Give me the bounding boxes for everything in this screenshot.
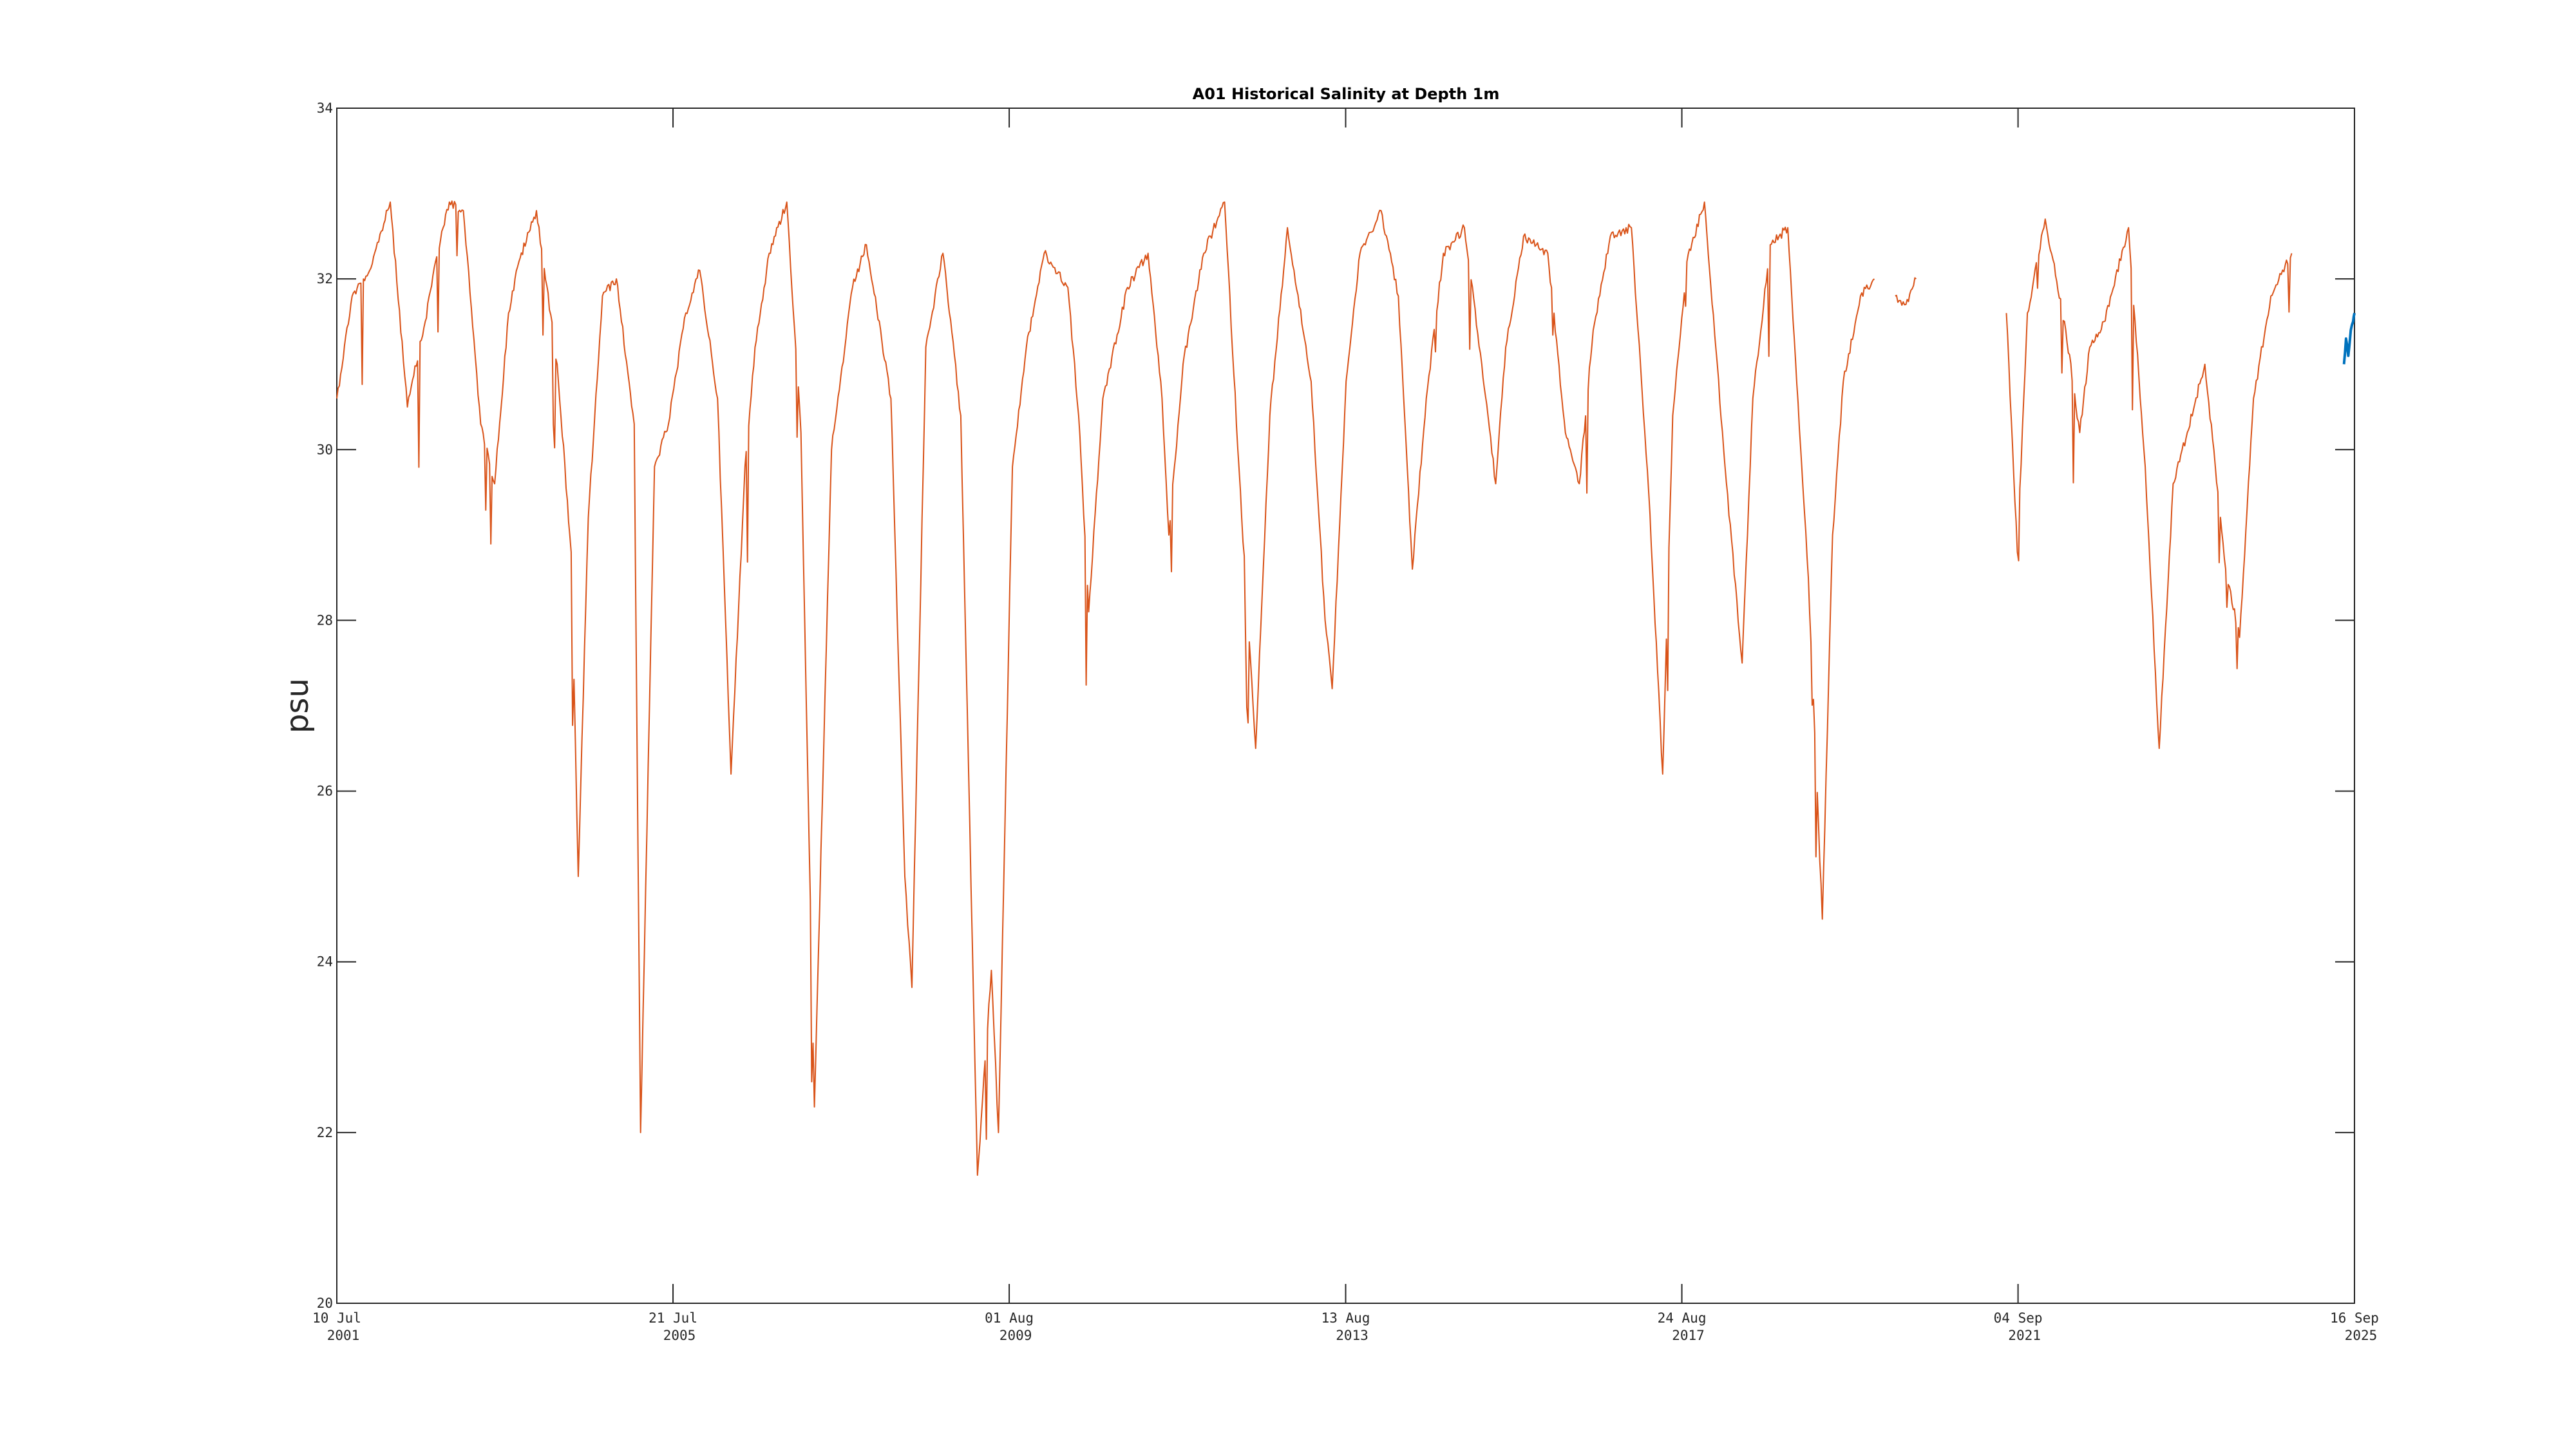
y-tick-label: 24 bbox=[317, 954, 333, 970]
x-tick-label-date: 10 Jul bbox=[312, 1310, 361, 1326]
series-0-segment-0 bbox=[336, 200, 1875, 1176]
y-axis: 20 22 24 26 28 30 32 34 bbox=[317, 100, 2354, 1311]
series-layer bbox=[336, 200, 2356, 1176]
x-tick-label-date: 01 Aug bbox=[985, 1310, 1034, 1326]
x-tick-label-year: 2001 bbox=[327, 1328, 360, 1343]
x-tick-label-year: 2013 bbox=[1336, 1328, 1368, 1343]
x-tick-label-date: 13 Aug bbox=[1321, 1310, 1370, 1326]
series-0-segment-1 bbox=[1895, 277, 1917, 306]
series-0-segment-2 bbox=[2005, 218, 2293, 750]
y-tick-label: 34 bbox=[317, 100, 333, 116]
y-tick-label: 30 bbox=[317, 442, 333, 457]
plot-area bbox=[336, 108, 2355, 1304]
x-axis: 10 Jul 2001 21 Jul 2005 01 Aug 2009 13 Aug 2013… bbox=[312, 108, 2379, 1343]
chart-title: A01 Historical Salinity at Depth 1m bbox=[1193, 85, 1500, 103]
y-axis-label: psu bbox=[279, 678, 316, 733]
y-tick-label: 22 bbox=[317, 1125, 333, 1140]
x-tick-label-date: 16 Sep bbox=[2330, 1310, 2379, 1326]
x-tick-label-year: 2017 bbox=[1672, 1328, 1705, 1343]
x-tick-label-year: 2005 bbox=[663, 1328, 696, 1343]
y-tick-label: 32 bbox=[317, 271, 333, 287]
y-tick-label: 28 bbox=[317, 612, 333, 628]
x-tick-label-year: 2025 bbox=[2345, 1328, 2378, 1343]
y-tick-label: 26 bbox=[317, 784, 333, 799]
x-tick-label-date: 24 Aug bbox=[1658, 1310, 1707, 1326]
x-tick-label-date: 04 Sep bbox=[1994, 1310, 2043, 1326]
x-tick-label-date: 21 Jul bbox=[649, 1310, 697, 1326]
x-tick-label-year: 2021 bbox=[2008, 1328, 2041, 1343]
x-tick-label-year: 2009 bbox=[999, 1328, 1032, 1343]
series-1-segment-0 bbox=[2342, 312, 2356, 364]
y-tick-label: 20 bbox=[317, 1296, 333, 1311]
